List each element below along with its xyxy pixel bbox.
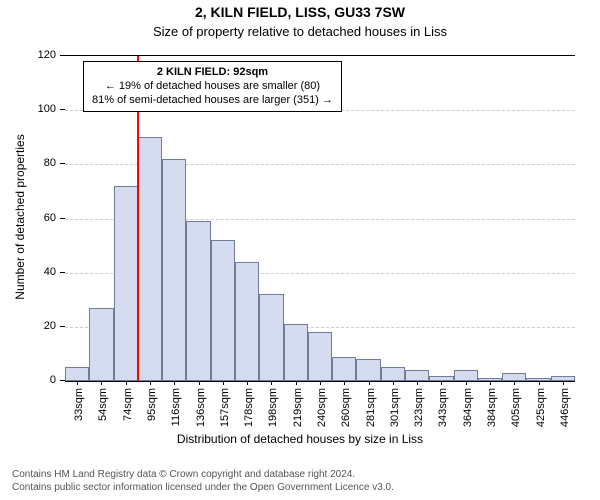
xtick-label: 74sqm (122, 388, 134, 421)
histogram-bar (356, 359, 380, 381)
xtick-label: 384sqm (486, 388, 498, 427)
ytick-label: 120 (30, 49, 56, 61)
xtick-label: 364sqm (462, 388, 474, 427)
xtick-label: 157sqm (219, 388, 231, 427)
info-box-line1: ← 19% of detached houses are smaller (80… (92, 80, 333, 94)
y-axis-label: Number of detached properties (13, 107, 27, 327)
ytick-label: 60 (30, 212, 56, 224)
histogram-bar (526, 378, 550, 381)
histogram-bar (162, 159, 186, 381)
histogram-bar (502, 373, 526, 381)
ytick-label: 0 (30, 374, 56, 386)
xtick-label: 33sqm (73, 388, 85, 421)
xtick-label: 281sqm (365, 388, 377, 427)
ytick-label: 80 (30, 157, 56, 169)
histogram-bar (235, 262, 259, 381)
histogram-bar (284, 324, 308, 381)
xtick-label: 323sqm (413, 388, 425, 427)
xtick-label: 95sqm (146, 388, 158, 421)
x-axis-label: Distribution of detached houses by size … (0, 432, 600, 446)
sub-title: Size of property relative to detached ho… (0, 24, 600, 39)
xtick-label: 178sqm (243, 388, 255, 427)
xtick-label: 405sqm (510, 388, 522, 427)
footer-line2: Contains public sector information licen… (12, 482, 394, 495)
histogram-bar (429, 376, 453, 381)
histogram-bar (259, 294, 283, 381)
ytick-label: 100 (30, 103, 56, 115)
ytick-label: 40 (30, 266, 56, 278)
xtick-label: 219sqm (292, 388, 304, 427)
histogram-bar (381, 367, 405, 381)
xtick-label: 301sqm (389, 388, 401, 427)
ytick-label: 20 (30, 320, 56, 332)
xtick-label: 54sqm (97, 388, 109, 421)
histogram-bar (186, 221, 210, 381)
histogram-bar (138, 137, 162, 381)
xtick-label: 260sqm (340, 388, 352, 427)
histogram-bar (65, 367, 89, 381)
xtick-label: 343sqm (437, 388, 449, 427)
histogram-bar (211, 240, 235, 381)
histogram-bar (332, 357, 356, 381)
info-box: 2 KILN FIELD: 92sqm ← 19% of detached ho… (83, 61, 342, 112)
histogram-bar (308, 332, 332, 381)
footer: Contains HM Land Registry data © Crown c… (12, 469, 394, 494)
xtick-label: 116sqm (170, 388, 182, 426)
histogram-bar (551, 376, 575, 381)
histogram-bar (454, 370, 478, 381)
xtick-label: 240sqm (316, 388, 328, 427)
histogram-bar (478, 378, 502, 381)
histogram-bar (89, 308, 113, 381)
info-box-title: 2 KILN FIELD: 92sqm (92, 66, 333, 80)
xtick-label: 198sqm (267, 388, 279, 427)
footer-line1: Contains HM Land Registry data © Crown c… (12, 469, 394, 482)
histogram-bar (114, 186, 138, 381)
histogram-bar (405, 370, 429, 381)
info-box-line2: 81% of semi-detached houses are larger (… (92, 94, 333, 108)
xtick-label: 425sqm (535, 388, 547, 427)
xtick-label: 136sqm (195, 388, 207, 427)
xtick-label: 446sqm (559, 388, 571, 427)
main-title: 2, KILN FIELD, LISS, GU33 7SW (0, 4, 600, 20)
